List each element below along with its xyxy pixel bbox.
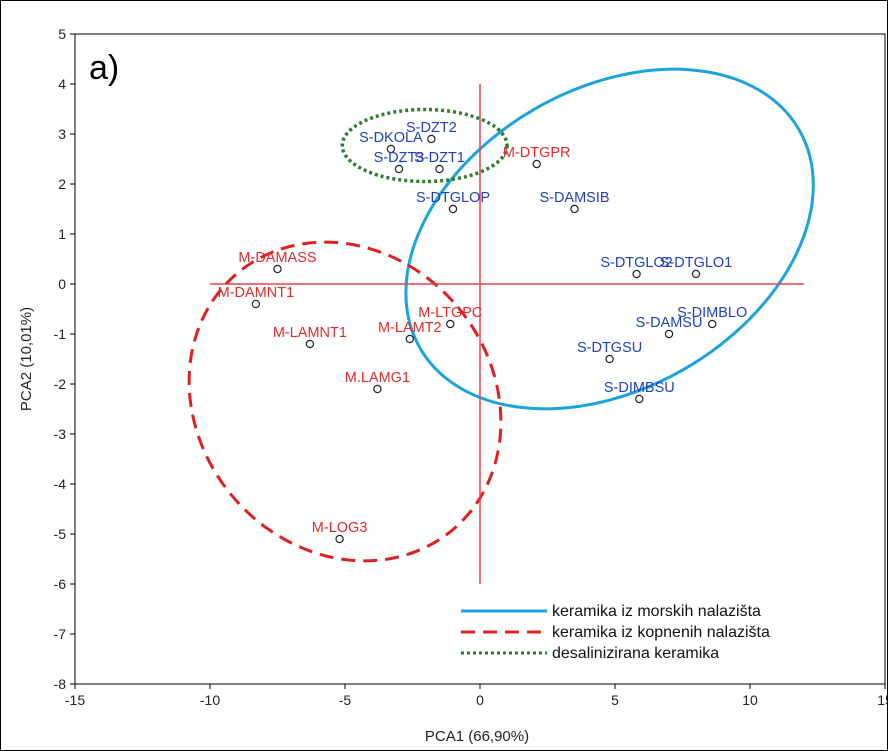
y-tick-label: -7 [54, 626, 67, 642]
x-tick-label: 0 [476, 692, 484, 708]
y-tick-label: -2 [54, 376, 67, 392]
y-tick-label: -8 [54, 676, 67, 692]
point-s-dzt2 [427, 134, 436, 144]
y-tick-label: -6 [54, 576, 67, 592]
point-label-s-dkola: S-DKOLA [359, 130, 423, 146]
x-tick-label: 15 [877, 692, 887, 708]
ellipse-keramika-iz-kopnenih-nalazi-ta [187, 240, 503, 563]
point-label-m-dtgpr: M-DTGPR [503, 145, 571, 161]
point-label-s-dzt2: S-DZT2 [406, 120, 457, 136]
point-label-m-damnt1: M-DAMNT1 [218, 285, 295, 301]
point-m-damass [273, 264, 282, 274]
point-label-m-log3: M-LOG3 [312, 520, 368, 536]
point-label-s-damsib: S-DAMSIB [539, 190, 609, 206]
y-tick-label: 5 [58, 26, 66, 42]
point-s-dtglo1 [691, 269, 701, 279]
point-s-dzt1 [435, 164, 444, 174]
ellipse-keramika-iz-morskih-nalazi-ta [404, 67, 815, 411]
point-label-s-damsu: S-DAMSU [636, 315, 703, 331]
point-label-m-lamnt1: M-LAMNT1 [273, 325, 347, 341]
y-tick-label: 1 [58, 226, 66, 242]
ellipse-layer [187, 67, 815, 563]
x-tick-label: 10 [742, 692, 758, 708]
y-tick-label: 2 [58, 176, 66, 192]
ticks-layer: -15-10-5051015543210-1-2-3-4-5-6-7-8 [54, 26, 887, 708]
point-m-log3 [335, 534, 344, 544]
point-m-lamnt1 [305, 339, 315, 349]
y-tick-label: -1 [54, 326, 67, 342]
ellipse-desalinizirana-keramika [340, 107, 509, 184]
y-tick-label: -5 [54, 526, 67, 542]
point-s-dimblo [708, 319, 717, 329]
legend-label-desalinizirana-keramika: desalinizirana keramika [552, 645, 719, 662]
point-label-s-dzt1: S-DZT1 [414, 150, 465, 166]
y-tick-label: 0 [58, 276, 66, 292]
point-label-m-lamt2: M-LAMT2 [378, 320, 442, 336]
point-m-damnt1 [251, 299, 261, 309]
point-label-m-lamg1: M.LAMG1 [345, 370, 410, 386]
point-m-lamt2 [405, 334, 414, 344]
crosshair-layer [210, 84, 804, 584]
legend: keramika iz morskih nalazišta keramika iz… [461, 603, 770, 662]
y-axis-title: PCA2 (10,01%) [18, 307, 35, 411]
point-m-dtgpr [532, 159, 541, 169]
x-tick-label: -15 [65, 692, 85, 708]
point-label-s-dimblo: S-DIMBLO [677, 305, 747, 321]
y-tick-label: -4 [54, 476, 67, 492]
x-tick-label: -10 [200, 692, 220, 708]
y-tick-label: -3 [54, 426, 67, 442]
point-label-s-dtglo1: S-DTGLO1 [660, 255, 733, 271]
point-s-dkola [386, 144, 396, 154]
y-tick-label: 4 [58, 76, 66, 92]
legend-label-keramika-iz-morskih-nalazi-ta: keramika iz morskih nalazišta [552, 603, 761, 620]
point-label-s-dtgsu: S-DTGSU [577, 340, 642, 356]
point-s-damsib [570, 204, 579, 214]
y-tick-label: 3 [58, 126, 66, 142]
x-tick-label: 5 [611, 692, 619, 708]
point-s-damsu [664, 329, 674, 339]
point-s-dimbsu [635, 394, 644, 404]
point-label-m-ltgpc: M-LTGPC [418, 305, 482, 321]
point-label-s-dzt3: S-DZT3 [374, 150, 425, 166]
point-m-lamg1 [373, 384, 382, 394]
point-s-dtglop [448, 204, 458, 214]
x-axis-title: PCA1 (66,90%) [425, 728, 529, 745]
x-tick-label: -5 [339, 692, 352, 708]
point-s-dtglo2 [632, 269, 641, 279]
point-label-s-dtglo2: S-DTGLO2 [600, 255, 673, 271]
point-m-ltgpc [446, 319, 455, 329]
point-s-dzt3 [394, 164, 404, 174]
panel-label: a) [89, 49, 119, 87]
point-label-s-dimbsu: S-DIMBSU [604, 380, 675, 396]
point-label-m-damass: M-DAMASS [238, 250, 316, 266]
legend-label-keramika-iz-kopnenih-nalazi-ta: keramika iz kopnenih nalazišta [552, 624, 770, 641]
point-s-dtgsu [605, 354, 614, 364]
point-label-s-dtglop: S-DTGLOP [416, 190, 490, 206]
